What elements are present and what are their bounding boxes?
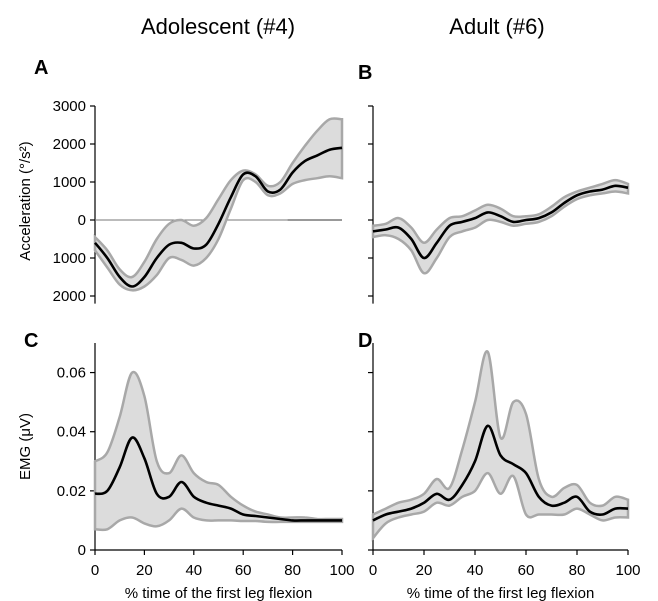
x-tick-label: 0 <box>369 562 377 579</box>
y-tick-label: 1000 <box>53 174 86 191</box>
variability-band <box>371 178 630 275</box>
x-tick-label: 20 <box>416 562 433 579</box>
y-axis-title: Acceleration (°/s²) <box>17 141 34 260</box>
x-axis-title: % time of the first leg flexion <box>125 585 313 601</box>
x-tick-label: 100 <box>615 562 640 579</box>
column-title-adult: Adult (#6) <box>449 14 544 39</box>
mean-curve <box>372 184 629 260</box>
x-tick-label: 20 <box>136 562 153 579</box>
panel-a-acceleration-adolescent: 2000 1000 0 1000 2000 3000 Acceleration (°/s²) <box>17 98 344 305</box>
panel-letter-a: A <box>34 57 48 79</box>
x-tick-label: 40 <box>467 562 484 579</box>
y-tick-label: 0 <box>78 542 86 559</box>
variability-band <box>93 117 344 292</box>
panel-letter-b: B <box>358 62 372 84</box>
x-tick-label: 60 <box>518 562 535 579</box>
x-tick-label: 80 <box>569 562 586 579</box>
column-title-adolescent: Adolescent (#4) <box>141 14 295 39</box>
y-tick-label: 0 <box>78 212 86 229</box>
y-tick-label: 0.04 <box>57 424 86 441</box>
x-tick-label: 60 <box>235 562 252 579</box>
x-tick-label: 0 <box>91 562 99 579</box>
panel-letter-c: C <box>24 330 38 352</box>
x-tick-label: 80 <box>284 562 301 579</box>
y-tick-label: 2000 <box>53 136 86 153</box>
y-tick-label: 1000 <box>53 250 86 267</box>
mean-curve <box>372 424 629 522</box>
panel-d-emg-adult: 0 20 40 60 80 100 % time of the first leg flex… <box>368 343 641 601</box>
x-axis-title: % time of the first leg flexion <box>407 585 595 601</box>
mean-curve <box>94 436 342 522</box>
variability-band <box>371 350 630 542</box>
x-tick-label: 40 <box>185 562 202 579</box>
panel-letter-d: D <box>358 330 372 352</box>
x-tick-label: 100 <box>329 562 354 579</box>
y-tick-label: 3000 <box>53 98 86 115</box>
y-axis-title: EMG (μV) <box>17 413 34 480</box>
panel-b-acceleration-adult <box>368 105 630 304</box>
y-tick-label: 0.06 <box>57 365 86 382</box>
panel-c-emg-adolescent: 0 0.02 0.04 0.06 0 20 40 60 80 100 % time of the f… <box>17 343 355 601</box>
mean-curve <box>94 146 343 288</box>
y-tick-label: 2000 <box>53 288 86 305</box>
y-tick-label: 0.02 <box>57 483 86 500</box>
